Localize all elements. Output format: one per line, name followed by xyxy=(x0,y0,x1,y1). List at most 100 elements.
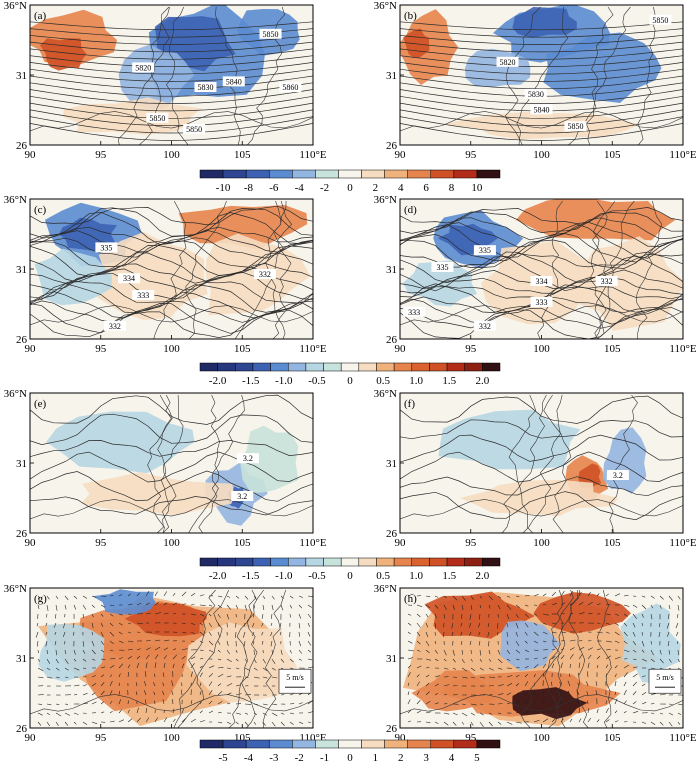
wind-vector xyxy=(605,700,607,705)
wind-vector xyxy=(551,648,556,651)
wind-vector xyxy=(190,593,196,597)
wind-vector xyxy=(261,631,264,636)
colorbar-label: 5 xyxy=(474,752,480,764)
colorbar-swatch xyxy=(235,557,254,567)
colorbar-swatch xyxy=(482,362,501,372)
wind-vector xyxy=(605,664,609,669)
wind-vector xyxy=(162,690,165,696)
wind-vector xyxy=(280,658,285,663)
wind-vector xyxy=(199,640,204,644)
wind-vector xyxy=(109,680,113,687)
wind-vector xyxy=(470,703,477,706)
wind-vector xyxy=(461,604,464,611)
colorbar-swatch xyxy=(464,557,483,567)
wind-vector xyxy=(100,640,105,645)
wind-vector xyxy=(109,640,114,644)
wind-vector xyxy=(632,681,638,687)
wind-vector xyxy=(54,640,57,646)
x-tick-label: 90 xyxy=(395,149,407,161)
wind-vector xyxy=(407,672,411,678)
colorbar-label: 6 xyxy=(423,182,429,194)
wind-vector xyxy=(443,712,450,715)
colorbar-label: -6 xyxy=(269,182,279,194)
wind-vector xyxy=(677,703,683,706)
colorbar-swatch xyxy=(252,362,271,372)
wind-vector xyxy=(144,690,147,696)
shaded-field xyxy=(30,589,313,728)
wind-vector xyxy=(91,682,97,687)
wind-vector xyxy=(551,602,558,606)
wind-vector xyxy=(190,622,196,626)
wind-vector xyxy=(434,721,439,724)
wind-vector xyxy=(425,595,431,597)
temperature-contour xyxy=(400,217,683,241)
wind-vector xyxy=(668,703,673,705)
wind-vector xyxy=(478,640,481,646)
province-boundary xyxy=(516,6,569,145)
wind-vector xyxy=(524,666,529,669)
wind-vector xyxy=(497,703,503,705)
contour-label-bg xyxy=(530,297,553,307)
province-boundary xyxy=(173,589,216,728)
shaded-anomaly-area xyxy=(46,411,195,474)
contour-label-bg xyxy=(431,262,454,272)
wind-vector xyxy=(217,613,221,619)
wind-vector xyxy=(677,712,682,715)
reference-vector-box xyxy=(278,668,312,694)
wind-vector xyxy=(407,640,413,644)
wind-vector xyxy=(587,612,593,615)
colorbar-label: -0.5 xyxy=(308,375,326,387)
wind-vector xyxy=(91,658,96,661)
colorbar-label: -4 xyxy=(244,752,254,764)
wind-vector xyxy=(470,667,476,672)
wind-vector xyxy=(407,593,414,597)
wind-vector xyxy=(280,649,283,655)
wind-vector xyxy=(407,622,412,626)
wind-vector xyxy=(235,712,242,715)
wind-vector xyxy=(469,631,472,636)
wind-vector xyxy=(37,676,44,679)
wind-vector xyxy=(469,640,472,646)
wind-vector xyxy=(226,649,230,655)
y-tick-label: 26 xyxy=(386,334,398,346)
geopotential-contour xyxy=(400,102,683,119)
wind-vector xyxy=(199,622,203,626)
wind-vector xyxy=(55,721,59,726)
wind-vector xyxy=(677,721,681,725)
y-tick-label: 26 xyxy=(386,528,398,540)
wind-vector xyxy=(208,640,214,646)
wind-vector xyxy=(452,667,457,670)
wind-vector xyxy=(181,682,183,687)
wind-vector xyxy=(524,692,527,696)
wind-vector xyxy=(452,604,455,610)
province-boundary xyxy=(272,200,293,339)
colorbar-label: 1.0 xyxy=(409,375,423,387)
wind-vector xyxy=(190,631,196,635)
wind-vector xyxy=(587,700,589,705)
wind-vector xyxy=(55,658,59,664)
wind-vector xyxy=(172,699,174,705)
wind-vector xyxy=(416,640,421,645)
province-boundary xyxy=(592,200,608,339)
wind-vector xyxy=(217,595,223,598)
province-boundary xyxy=(236,589,257,728)
colorbar-swatch xyxy=(376,362,395,372)
y-tick-label: 31 xyxy=(386,70,397,82)
province-boundary xyxy=(596,589,612,728)
wind-vector xyxy=(190,718,196,723)
wind-vector xyxy=(416,699,421,705)
wind-vector xyxy=(596,664,599,669)
wind-vector xyxy=(542,631,548,635)
wind-vector xyxy=(659,712,664,715)
contour-label: 5820 xyxy=(500,58,516,67)
wind-vector xyxy=(145,602,150,606)
wind-vector xyxy=(91,649,96,655)
wind-vector xyxy=(478,622,481,628)
province-boundary xyxy=(177,589,229,728)
panel-label: (b) xyxy=(404,10,417,22)
wind-vector xyxy=(46,658,51,664)
contour-label-bg xyxy=(524,89,547,99)
contour-label-bg xyxy=(146,112,169,123)
wind-vector xyxy=(632,666,638,669)
y-tick-label: 36°N xyxy=(374,0,397,12)
